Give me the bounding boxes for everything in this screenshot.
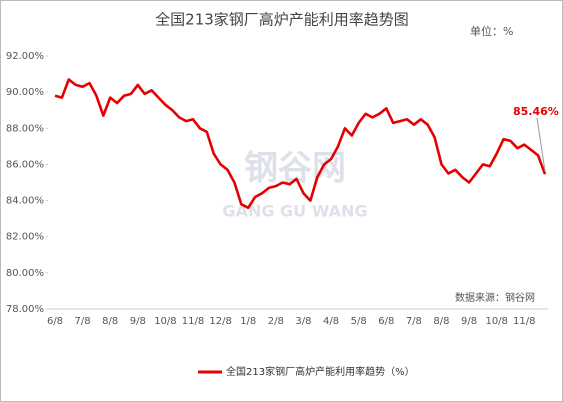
- y-tick-label: 90.00%: [6, 87, 44, 98]
- data-label: 85.46%: [513, 105, 559, 118]
- watermark: 钢谷网: [244, 149, 346, 189]
- x-tick-label: 11/8: [513, 316, 535, 327]
- legend-label: 全国213家钢厂高炉产能利用率趋势（%）: [226, 365, 415, 378]
- x-tick-label: 10/8: [485, 316, 507, 327]
- x-tick-label: 7/8: [75, 316, 91, 327]
- x-tick-label: 6/8: [47, 316, 63, 327]
- y-tick-label: 92.00%: [6, 51, 44, 62]
- x-tick-label: 5/8: [351, 316, 367, 327]
- y-tick-label: 82.00%: [6, 232, 44, 243]
- x-tick-label: 6/8: [378, 316, 394, 327]
- unit-label: 单位：%: [470, 24, 513, 38]
- x-tick-label: 12/8: [209, 316, 231, 327]
- x-tick-label: 8/8: [102, 316, 118, 327]
- chart-title: 全国213家钢厂高炉产能利用率趋势图: [155, 11, 409, 29]
- y-tick-label: 78.00%: [6, 304, 44, 315]
- label-leader: [536, 117, 546, 172]
- x-tick-label: 8/8: [433, 316, 449, 327]
- y-tick-label: 88.00%: [6, 123, 44, 134]
- x-tick-label: 9/8: [461, 316, 477, 327]
- x-tick-label: 2/8: [268, 316, 284, 327]
- source: 数据来源：钢谷网: [455, 291, 535, 304]
- y-tick-label: 80.00%: [6, 268, 44, 279]
- y-tick-label: 86.00%: [6, 159, 44, 170]
- x-tick-label: 1/8: [240, 316, 256, 327]
- x-tick-label: 11/8: [182, 316, 204, 327]
- x-tick-label: 3/8: [295, 316, 311, 327]
- y-tick-label: 84.00%: [6, 196, 44, 207]
- watermark: GANG GU WANG: [222, 202, 367, 221]
- series-line: [54, 78, 547, 210]
- x-tick-label: 9/8: [130, 316, 146, 327]
- x-tick-label: 7/8: [406, 316, 422, 327]
- x-tick-label: 4/8: [323, 316, 339, 327]
- x-tick-label: 10/8: [154, 316, 176, 327]
